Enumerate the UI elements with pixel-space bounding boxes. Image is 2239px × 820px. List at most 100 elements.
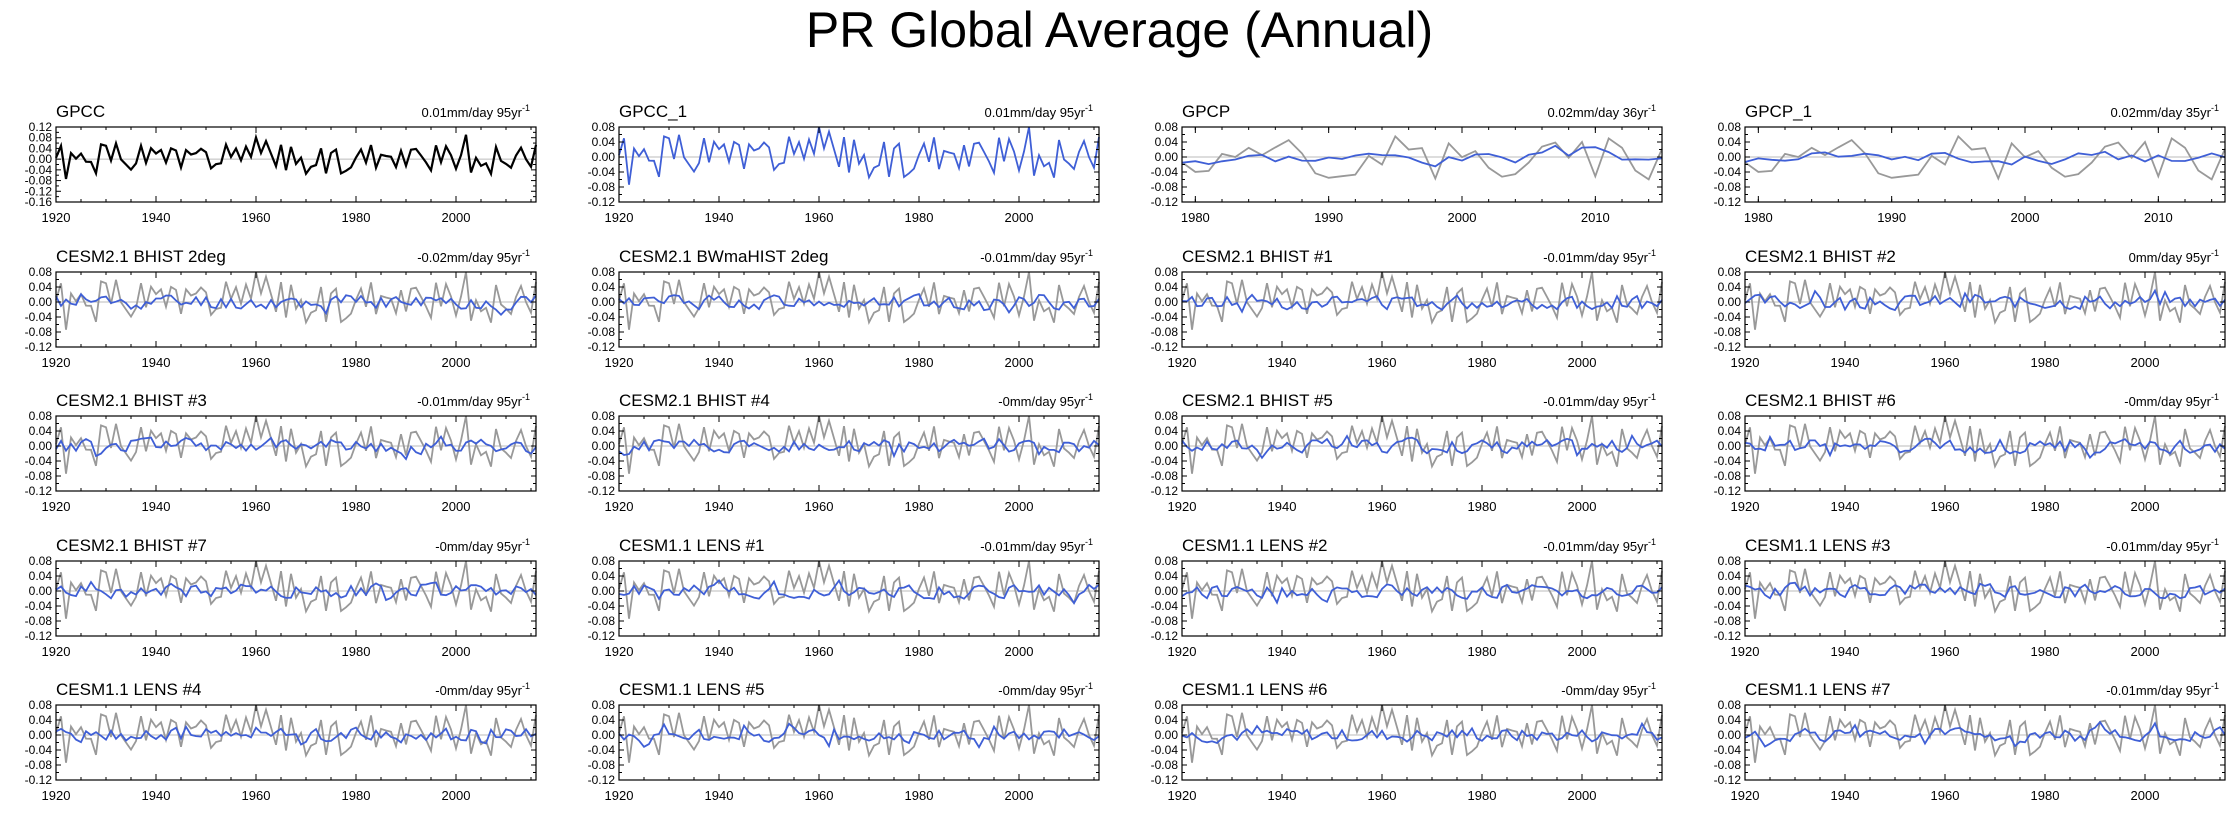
x-tick-label: 1940 [705, 355, 734, 370]
series-line-gray [1744, 271, 2226, 330]
series-line-gray [55, 704, 537, 763]
y-tick-label: -0.12 [1151, 484, 1179, 498]
x-tick-label: 1960 [1931, 644, 1960, 659]
x-tick-label: 1980 [2031, 499, 2060, 514]
trend-label: -0mm/day 95yr-1 [2124, 392, 2219, 409]
y-tick-label: -0.08 [1151, 469, 1179, 483]
x-tick-label: 2000 [442, 644, 471, 659]
trend-label: -0mm/day 95yr-1 [435, 537, 530, 554]
series-line-gray [55, 560, 537, 619]
series-line-gray [618, 271, 1100, 330]
x-tick-label: 1990 [1314, 210, 1343, 225]
y-tick-label: 0.00 [29, 439, 53, 453]
y-tick-label: -0.08 [1714, 469, 1742, 483]
x-tick-label: 1920 [605, 210, 634, 225]
y-tick-label: -0.04 [588, 454, 616, 468]
series-line-blue [1181, 433, 1663, 460]
x-tick-label: 1920 [1731, 355, 1760, 370]
trend-value: 0.01mm/day 95yr [422, 105, 523, 120]
x-tick-label: 1940 [1831, 644, 1860, 659]
y-tick-label: -0.12 [588, 195, 616, 209]
chart-panel: CESM1.1 LENS #4 -0mm/day 95yr-1 0.080.040.… [25, 680, 537, 803]
trend-exponent: -1 [2211, 248, 2219, 258]
x-tick-label: 1980 [905, 499, 934, 514]
trend-exponent: -1 [522, 537, 530, 547]
y-tick-label: -0.12 [588, 484, 616, 498]
x-tick-label: 1980 [342, 355, 371, 370]
chart-panel: GPCC_1 0.01mm/day 95yr-1 0.080.040.00-0.04… [588, 102, 1100, 225]
y-tick-label: 0.00 [592, 295, 616, 309]
x-tick-label: 1940 [705, 788, 734, 803]
trend-exponent: -1 [1648, 537, 1656, 547]
y-tick-label: 0.08 [1155, 409, 1179, 423]
y-tick-label: -0.04 [1151, 743, 1179, 757]
y-tick-label: -0.12 [25, 484, 53, 498]
x-tick-label: 2000 [1005, 210, 1034, 225]
y-tick-label: 0.00 [1718, 439, 1742, 453]
y-tick-label: 0.08 [29, 265, 53, 279]
trend-exponent: -1 [522, 103, 530, 113]
trend-label: 0.02mm/day 35yr-1 [2111, 103, 2219, 120]
chart-panel: GPCP_1 0.02mm/day 35yr-1 0.080.040.00-0.04… [1714, 102, 2226, 225]
y-tick-label: 0.00 [592, 728, 616, 742]
x-tick-label: 1940 [1831, 499, 1860, 514]
y-tick-label: 0.00 [592, 439, 616, 453]
y-tick-label: 0.08 [1718, 554, 1742, 568]
y-tick-label: 0.04 [1718, 424, 1742, 438]
trend-exponent: -1 [2211, 392, 2219, 402]
y-tick-label: 0.12 [29, 120, 53, 134]
chart-panel: CESM2.1 BWmaHIST 2deg -0.01mm/day 95yr-1 0… [588, 247, 1100, 370]
x-tick-label: 1960 [805, 499, 834, 514]
series-line-gray [618, 415, 1100, 474]
series-line-blue [1744, 288, 2226, 312]
y-tick-label: 0.08 [592, 120, 616, 134]
trend-value: -0mm/day 95yr [2124, 394, 2211, 409]
x-tick-label: 2000 [2011, 210, 2040, 225]
trend-value: 0mm/day 95yr [2129, 250, 2212, 265]
trend-value: -0mm/day 95yr [435, 683, 522, 698]
trend-exponent: -1 [1085, 248, 1093, 258]
x-tick-label: 1920 [1731, 788, 1760, 803]
x-tick-label: 1940 [142, 210, 171, 225]
x-tick-label: 2000 [2131, 355, 2160, 370]
series-line-gray [55, 415, 537, 474]
trend-value: -0.01mm/day 95yr [2106, 683, 2211, 698]
series-line-blue [618, 578, 1100, 605]
x-tick-label: 1920 [1168, 788, 1197, 803]
x-tick-label: 2010 [1581, 210, 1610, 225]
x-tick-label: 1940 [142, 788, 171, 803]
y-tick-label: 0.04 [1155, 713, 1179, 727]
y-tick-label: 0.08 [592, 698, 616, 712]
series-line-blue [1744, 581, 2226, 600]
series-line-gray [1744, 560, 2226, 619]
x-tick-label: 1980 [342, 499, 371, 514]
y-tick-label: 0.08 [1155, 265, 1179, 279]
y-tick-label: -0.12 [25, 773, 53, 787]
chart-panel: CESM2.1 BHIST #2 0mm/day 95yr-1 0.080.040.… [1714, 247, 2226, 370]
y-tick-label: -0.08 [1151, 325, 1179, 339]
y-tick-label: 0.04 [1155, 569, 1179, 583]
x-tick-label: 1920 [1731, 499, 1760, 514]
series-line-blue [618, 293, 1100, 315]
trend-value: -0.01mm/day 95yr [980, 539, 1085, 554]
trend-exponent: -1 [2211, 681, 2219, 691]
x-tick-label: 1980 [342, 644, 371, 659]
y-tick-label: 0.08 [29, 131, 53, 145]
series-line-blue [1744, 720, 2226, 748]
chart-panel: CESM1.1 LENS #6 -0mm/day 95yr-1 0.080.040.… [1151, 680, 1663, 803]
series-line-gray [1181, 415, 1663, 474]
series-line-gray [1181, 134, 1663, 181]
chart-panel: CESM2.1 BHIST #3 -0.01mm/day 95yr-10.080.… [25, 391, 537, 514]
y-tick-label: 0.04 [592, 424, 616, 438]
x-tick-label: 1990 [1877, 210, 1906, 225]
x-tick-label: 1940 [142, 355, 171, 370]
x-tick-label: 1980 [342, 210, 371, 225]
trend-value: -0mm/day 95yr [1561, 683, 1648, 698]
x-tick-label: 1980 [1468, 788, 1497, 803]
x-tick-label: 1960 [805, 644, 834, 659]
x-tick-label: 1960 [242, 499, 271, 514]
y-tick-label: -0.04 [1714, 165, 1742, 179]
trend-value: -0.01mm/day 95yr [2106, 539, 2211, 554]
y-tick-label: -0.08 [588, 758, 616, 772]
x-tick-label: 1960 [1931, 788, 1960, 803]
